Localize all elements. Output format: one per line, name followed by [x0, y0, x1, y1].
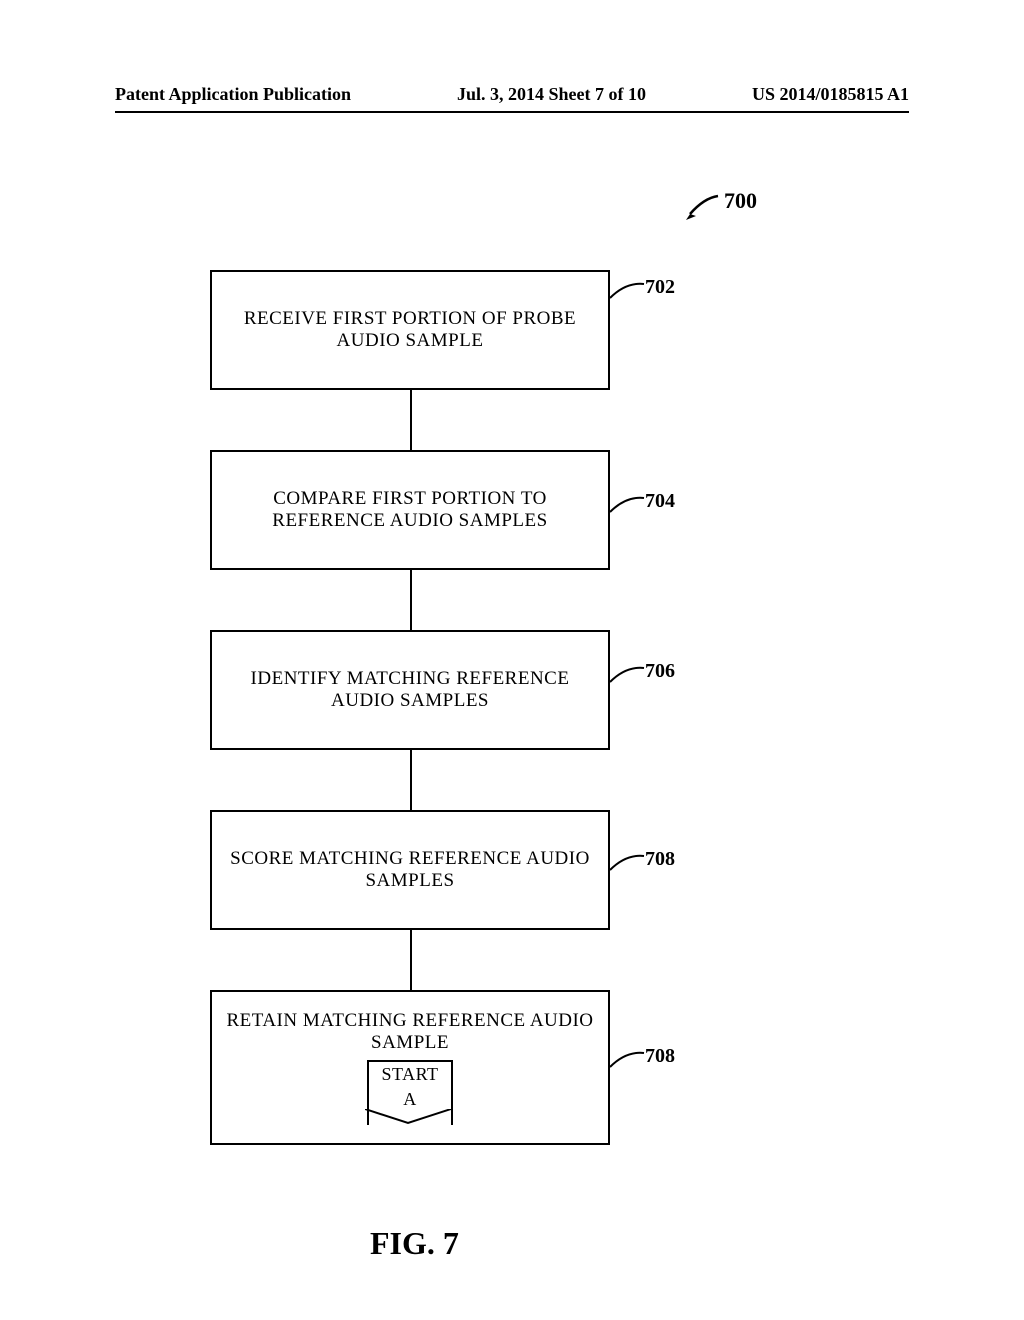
flow-step-label: 708	[645, 1045, 675, 1068]
leader-line-icon	[608, 486, 648, 516]
start-connector: STARTA	[367, 1060, 453, 1125]
header-right: US 2014/0185815 A1	[752, 84, 909, 105]
header-row: Patent Application Publication Jul. 3, 2…	[115, 84, 909, 109]
flow-step: RECEIVE FIRST PORTION OF PROBE AUDIO SAM…	[210, 270, 610, 390]
ref-arrow-icon	[680, 192, 720, 224]
chevron-down-icon	[367, 1111, 453, 1125]
leader-line-icon	[608, 656, 648, 686]
leader-line-icon	[608, 272, 648, 302]
flow-step-label: 704	[645, 490, 675, 513]
flow-step-text: IDENTIFY MATCHING REFERENCE AUDIO SAMPLE…	[220, 668, 600, 712]
flow-step: SCORE MATCHING REFERENCE AUDIO SAMPLES	[210, 810, 610, 930]
header-rule	[115, 111, 909, 113]
flow-step-text: COMPARE FIRST PORTION TO REFERENCE AUDIO…	[220, 488, 600, 532]
leader-line-icon	[608, 1041, 648, 1071]
flow-connector	[410, 570, 412, 630]
figure-title: FIG. 7	[370, 1225, 459, 1262]
flow-step-label: 708	[645, 848, 675, 871]
flow-connector	[410, 390, 412, 450]
start-text-2: A	[403, 1087, 417, 1112]
flow-step: COMPARE FIRST PORTION TO REFERENCE AUDIO…	[210, 450, 610, 570]
flow-connector	[410, 930, 412, 990]
flow-step-text: SCORE MATCHING REFERENCE AUDIO SAMPLES	[220, 848, 600, 892]
figure-ref-number: 700	[724, 188, 757, 214]
leader-line-icon	[608, 844, 648, 874]
start-text-1: START	[382, 1062, 439, 1087]
flow-step: RETAIN MATCHING REFERENCE AUDIO SAMPLE ST…	[210, 990, 610, 1145]
figure-area: 700 RECEIVE FIRST PORTION OF PROBE AUDIO…	[0, 170, 1024, 1170]
header-left: Patent Application Publication	[115, 84, 351, 105]
flow-step-text: RETAIN MATCHING REFERENCE AUDIO SAMPLE	[220, 1010, 600, 1054]
flow-connector	[410, 750, 412, 810]
header-center: Jul. 3, 2014 Sheet 7 of 10	[457, 84, 646, 105]
flow-step-label: 702	[645, 276, 675, 299]
flow-step-label: 706	[645, 660, 675, 683]
flow-step: IDENTIFY MATCHING REFERENCE AUDIO SAMPLE…	[210, 630, 610, 750]
flow-step-text: RECEIVE FIRST PORTION OF PROBE AUDIO SAM…	[220, 308, 600, 352]
page-header: Patent Application Publication Jul. 3, 2…	[0, 84, 1024, 113]
